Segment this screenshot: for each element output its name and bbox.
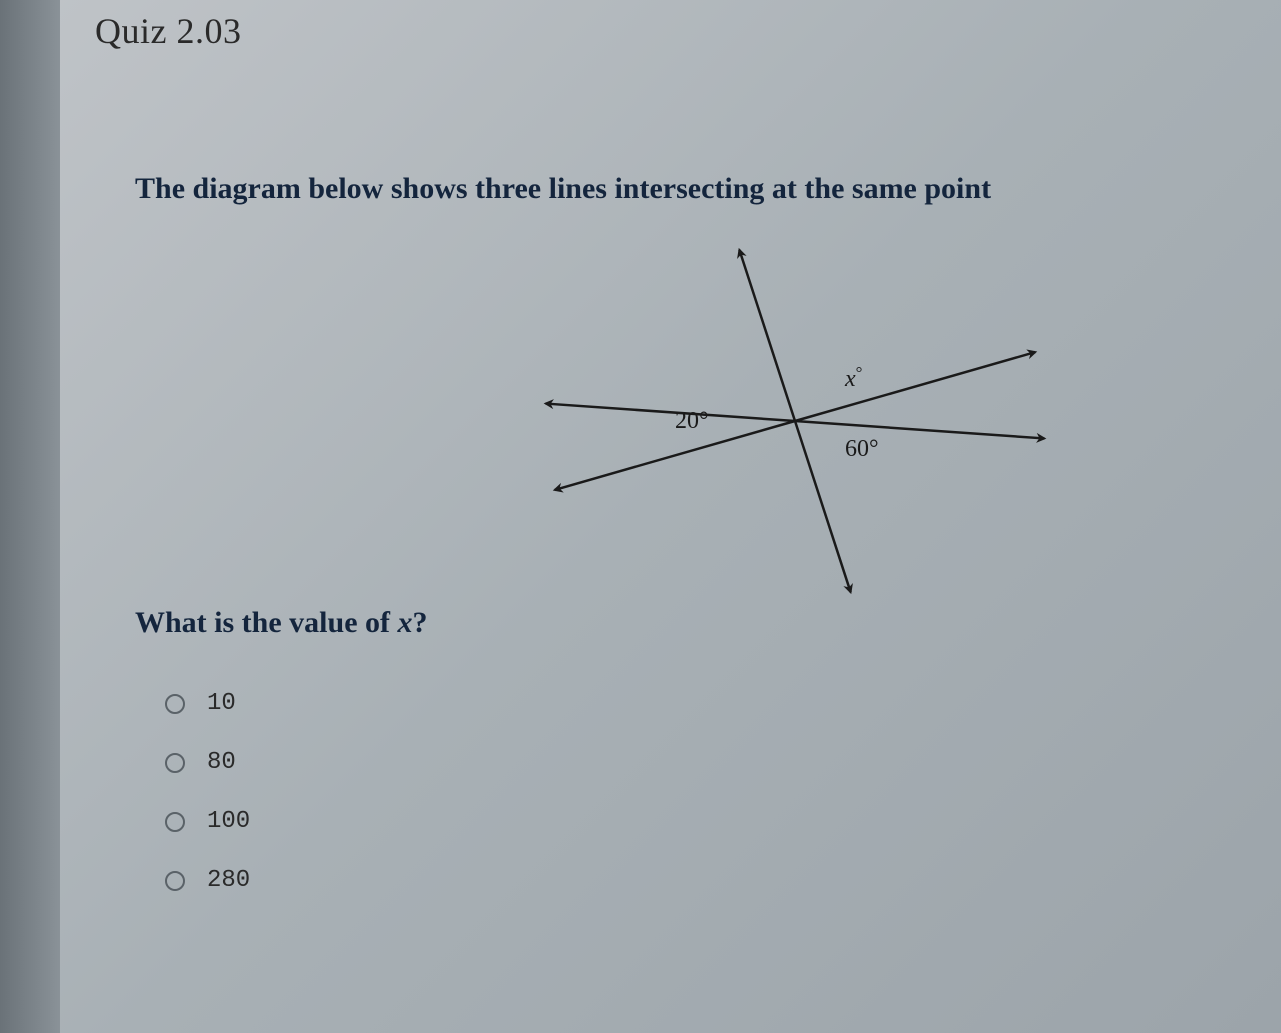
- option-1[interactable]: 10: [165, 690, 1261, 717]
- radio-icon: [165, 812, 185, 832]
- option-label: 10: [207, 690, 236, 717]
- prompt-variable: x: [398, 606, 413, 639]
- option-label: 80: [207, 749, 236, 776]
- radio-icon: [165, 753, 185, 773]
- prompt-prefix: What is the value of: [135, 606, 398, 639]
- option-2[interactable]: 80: [165, 749, 1261, 776]
- radio-icon: [165, 871, 185, 891]
- option-label: 280: [207, 867, 250, 894]
- left-margin-strip: [0, 0, 60, 1033]
- prompt-suffix: ?: [413, 606, 428, 639]
- option-3[interactable]: 100: [165, 808, 1261, 835]
- answer-options: 10 80 100 280: [165, 690, 1261, 894]
- question-prompt: What is the value of x?: [135, 606, 1261, 640]
- quiz-title: Quiz 2.03: [95, 10, 1261, 52]
- question-intro: The diagram below shows three lines inte…: [135, 172, 1261, 206]
- content-area: Quiz 2.03 The diagram below shows three …: [95, 10, 1261, 926]
- option-label: 100: [207, 808, 250, 835]
- svg-text:x°: x°: [844, 363, 862, 392]
- svg-text:60°: 60°: [845, 436, 879, 462]
- radio-icon: [165, 694, 185, 714]
- option-4[interactable]: 280: [165, 867, 1261, 894]
- svg-text:20°: 20°: [675, 408, 709, 434]
- geometry-diagram: 20° 60° x°: [475, 236, 1075, 596]
